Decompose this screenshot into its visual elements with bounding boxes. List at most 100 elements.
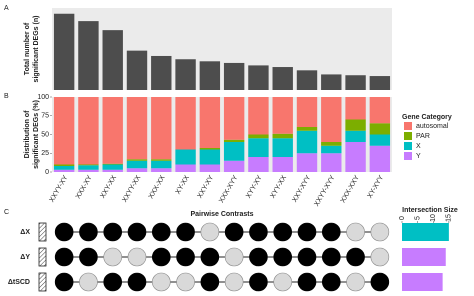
bar-segment <box>126 168 148 172</box>
x-tick-label: XYY-XY <box>245 174 264 199</box>
x-tick-label: 15 <box>446 214 453 222</box>
bar <box>102 30 123 90</box>
x-tick-label: 5 <box>414 216 421 220</box>
bar <box>321 74 342 90</box>
x-tick-label: XY-XYY <box>367 174 386 199</box>
bar <box>345 75 366 90</box>
x-tick-label: XXX-XY <box>75 174 94 200</box>
matrix-dot <box>151 247 171 267</box>
matrix-dot <box>346 272 365 292</box>
matrix-dot <box>346 247 365 267</box>
matrix-dot <box>79 272 98 292</box>
bar-segment <box>345 142 366 172</box>
x-tick-label: XXX-XX <box>148 174 167 200</box>
bar-segment <box>53 166 75 170</box>
matrix-dot <box>176 272 195 292</box>
matrix-dot <box>79 222 98 242</box>
bar-segment <box>345 97 366 120</box>
legend-swatch <box>404 132 412 140</box>
bar-segment <box>321 142 342 146</box>
panel-label: A <box>4 5 9 12</box>
matrix-dot <box>297 247 317 267</box>
legend-label: PAR <box>416 133 430 140</box>
bar <box>248 65 269 90</box>
bar <box>199 61 221 90</box>
bar-segment <box>321 145 342 154</box>
bar <box>53 13 75 91</box>
bar-segment <box>272 138 293 157</box>
bar-segment <box>53 97 75 165</box>
bar <box>402 223 449 241</box>
matrix-dot <box>200 247 220 267</box>
bar-segment <box>248 97 269 135</box>
bar-segment <box>345 119 366 131</box>
bar-segment <box>296 153 318 172</box>
x-tick-label: 10 <box>430 214 437 222</box>
bar-segment <box>296 127 318 131</box>
matrix-dot <box>249 247 268 267</box>
bar-segment <box>272 157 293 172</box>
legend-swatch <box>404 122 412 130</box>
matrix-dot <box>321 272 341 292</box>
x-tick-label: XXYY-XX <box>121 174 142 204</box>
matrix-dot <box>103 272 123 292</box>
bar <box>223 62 245 90</box>
matrix-dot <box>321 222 341 242</box>
legend-label: autosomal <box>416 123 449 130</box>
row-label: ΔX <box>20 229 30 236</box>
matrix-dot <box>54 247 74 267</box>
bar-segment <box>369 97 391 124</box>
matrix-dot <box>176 222 195 242</box>
bar-segment <box>199 148 221 150</box>
bar-segment <box>126 97 148 160</box>
matrix-title: Pairwise Contrasts <box>190 211 253 218</box>
y-tick-label: 100 <box>37 94 49 101</box>
bar <box>175 59 196 90</box>
matrix-dot <box>54 222 74 242</box>
matrix-dot <box>200 272 220 292</box>
bar-segment <box>272 133 293 139</box>
matrix-dot <box>103 222 123 242</box>
bar-segment <box>369 123 391 135</box>
matrix-dot <box>151 272 171 292</box>
y-tick-label: 0 <box>45 169 49 176</box>
bar <box>369 76 391 90</box>
bar-segment <box>199 164 221 172</box>
bar-segment <box>223 97 245 140</box>
row-label: ΔtSCD <box>8 279 30 286</box>
matrix-dot <box>54 272 74 292</box>
bar <box>78 21 99 90</box>
x-tick-label: XXYY-XYY <box>313 174 336 208</box>
row-marker <box>38 222 47 242</box>
bar-segment <box>369 134 391 146</box>
bar <box>402 248 446 266</box>
panel-label: C <box>4 209 9 216</box>
matrix-dot <box>370 272 390 292</box>
matrix-dot <box>224 272 244 292</box>
panel-label: B <box>4 93 9 100</box>
matrix-dot <box>176 247 195 267</box>
bar-segment <box>345 130 366 142</box>
x-tick-label: XXY-XYY <box>291 174 312 204</box>
bar-segment <box>223 139 245 142</box>
y-axis-label: significant DEGs (n) <box>33 16 40 83</box>
bar <box>402 273 443 291</box>
bar-segment <box>369 145 391 172</box>
bar-segment <box>321 97 342 142</box>
legend-title: Gene Category <box>402 114 452 121</box>
bar-segment <box>151 160 172 169</box>
bar-segment <box>102 169 123 172</box>
y-axis-label: significant DEGs (%) <box>33 100 40 169</box>
x-tick-label: XXY-XX <box>99 174 118 199</box>
matrix-dot <box>79 247 98 267</box>
legend-swatch <box>404 142 412 150</box>
bar-segment <box>296 130 318 154</box>
y-axis-label: Total number of <box>24 22 31 75</box>
x-tick-label: XXX-XYY <box>218 174 239 204</box>
matrix-dot <box>127 272 147 292</box>
bar-segment <box>126 160 148 169</box>
legend-label: Y <box>416 153 421 160</box>
matrix-dot <box>297 222 317 242</box>
matrix-dot <box>103 247 123 267</box>
